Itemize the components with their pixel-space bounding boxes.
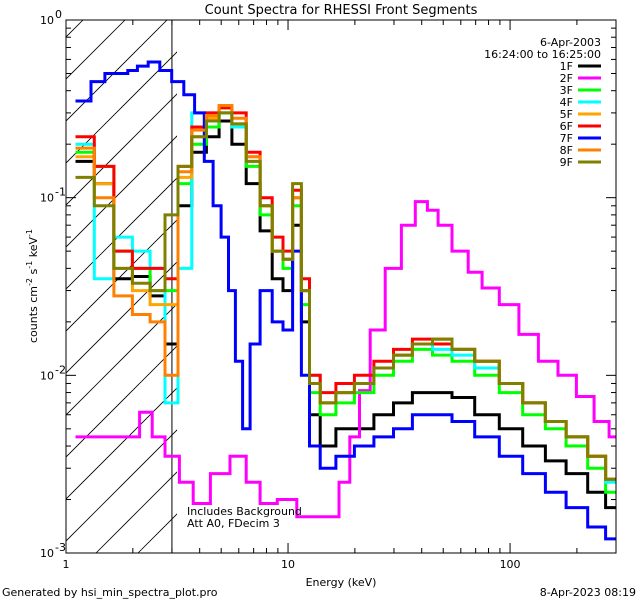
hatch-line — [66, 135, 177, 248]
axis-ticks — [65, 20, 617, 554]
legend-label-4f: 4F — [560, 96, 573, 109]
legend-label-7f: 7F — [560, 132, 573, 145]
legend-label-5f: 5F — [560, 108, 573, 121]
y-tick-label: 10 — [40, 547, 54, 560]
hatch-line — [66, 177, 177, 290]
y-tick-label-exponent: -2 — [55, 363, 66, 376]
legend-label-6f: 6F — [560, 120, 573, 133]
legend-label-8f: 8F — [560, 144, 573, 157]
hatched-region — [66, 20, 177, 553]
legend-label-3f: 3F — [560, 84, 573, 97]
y-tick-label-exponent: 0 — [55, 8, 62, 21]
hatch-line — [66, 345, 177, 458]
legend-label-2f: 2F — [560, 72, 573, 85]
plot-frame — [65, 19, 617, 554]
chart-title: Count Spectra for RHESSI Front Segments — [205, 3, 478, 18]
y-label-sup1: -2 — [25, 278, 34, 286]
y-axis-label: counts cm-2 s-1 keV-1 — [25, 229, 40, 343]
legend-label-9f: 9F — [560, 156, 573, 169]
x-axis-label: Energy (keV) — [306, 576, 377, 589]
hatch-line — [66, 387, 177, 500]
x-tick-label: 10 — [281, 558, 295, 571]
hatch-line — [66, 219, 177, 332]
y-tick-label: 10 — [40, 369, 54, 382]
y-label-sup3: -1 — [25, 229, 34, 237]
footer-timestamp: 8-Apr-2023 08:19 — [540, 586, 636, 599]
y-label-sup2: -1 — [25, 261, 34, 269]
annotation-background: Includes Background — [187, 505, 302, 518]
hatch-line — [66, 429, 177, 542]
x-tick-label: 1 — [63, 558, 70, 571]
time-range-label: 16:24:00 to 16:25:00 — [484, 48, 601, 61]
footer-generated-by: Generated by hsi_min_spectra_plot.pro — [2, 586, 218, 599]
y-tick-label: 10 — [40, 192, 54, 205]
y-label-kev: keV — [27, 237, 40, 261]
legend-label-1f: 1F — [560, 60, 573, 73]
series-line-7f — [75, 60, 616, 541]
y-tick-label-exponent: -3 — [55, 541, 66, 554]
y-tick-label-exponent: -1 — [55, 186, 66, 199]
y-label-s: s — [27, 268, 40, 277]
y-tick-label: 10 — [40, 14, 54, 27]
y-label-main: counts cm — [27, 286, 40, 343]
x-tick-label: 100 — [500, 558, 521, 571]
date-label: 6-Apr-2003 — [540, 36, 601, 49]
series-layer — [75, 60, 616, 541]
series-line-9f — [75, 111, 616, 481]
annotation-attenuator: Att A0, FDecim 3 — [187, 517, 280, 530]
series-line-2f — [75, 200, 616, 519]
